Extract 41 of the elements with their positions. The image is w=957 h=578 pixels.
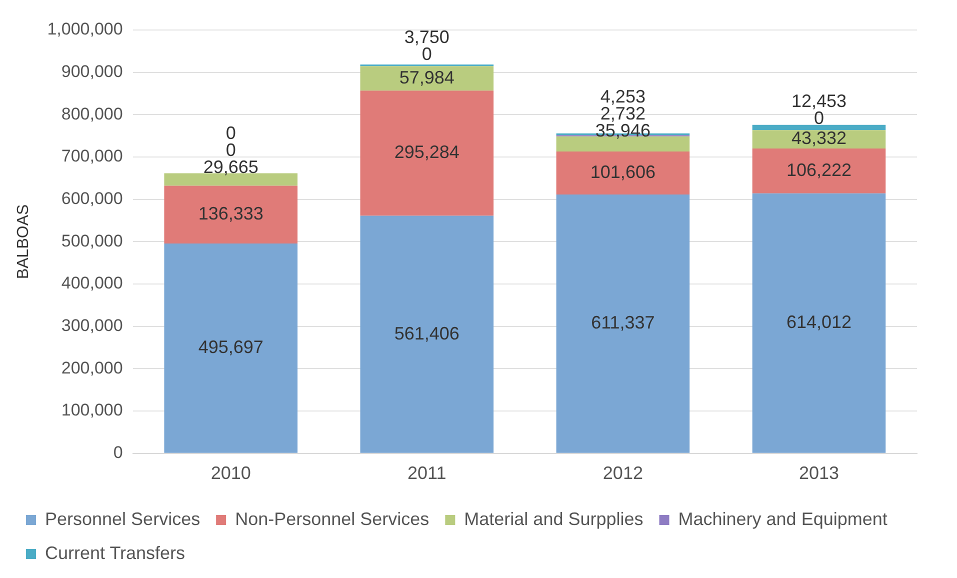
data-label: 57,984 (399, 67, 454, 88)
data-label: 561,406 (394, 323, 460, 344)
x-tick-label: 2011 (408, 463, 446, 484)
y-tick-label: 500,000 (61, 231, 123, 250)
y-tick-label: 200,000 (61, 358, 123, 378)
bar (360, 66, 494, 91)
legend-label: Personnel Services (45, 508, 200, 529)
data-label: 106,222 (786, 160, 852, 180)
bar (752, 124, 886, 130)
y-tick-label: 1,000,000 (47, 20, 123, 39)
bar (164, 186, 298, 244)
legend-label: Current Transfers (45, 542, 186, 563)
y-tick-label: 100,000 (61, 400, 123, 420)
bar (752, 193, 886, 453)
data-label: 495,697 (198, 337, 264, 358)
y-tick-label: 700,000 (61, 146, 123, 166)
data-label: 43,332 (791, 128, 847, 148)
legend-label: Non-Personnel Services (235, 508, 430, 529)
y-tick-label: 800,000 (61, 104, 123, 124)
bar (752, 148, 886, 194)
legend-label: Machinery and Equipment (678, 508, 888, 529)
data-label: 614,012 (786, 312, 852, 332)
x-tick-label: 2013 (798, 463, 839, 484)
y-tick-label: 300,000 (61, 316, 123, 336)
y-tick-label: 600,000 (61, 189, 123, 208)
data-label: 101,606 (590, 162, 656, 182)
x-tick-label: 2010 (210, 463, 251, 484)
bar (556, 152, 690, 195)
legend-label: Material and Surpplies (464, 508, 644, 529)
y-tick-label: 900,000 (61, 62, 123, 82)
bar (360, 90, 494, 216)
bar (360, 216, 494, 453)
y-tick-label: 0 (113, 443, 123, 462)
data-label: 611,337 (591, 312, 655, 333)
bar (556, 194, 690, 453)
x-tick-label: 2012 (602, 463, 643, 484)
data-label: 136,333 (198, 204, 264, 224)
data-label: 295,284 (394, 142, 460, 162)
bar (164, 244, 298, 453)
y-tick-label: 400,000 (61, 274, 123, 293)
y-axis-title: BALBOAS (15, 204, 32, 280)
